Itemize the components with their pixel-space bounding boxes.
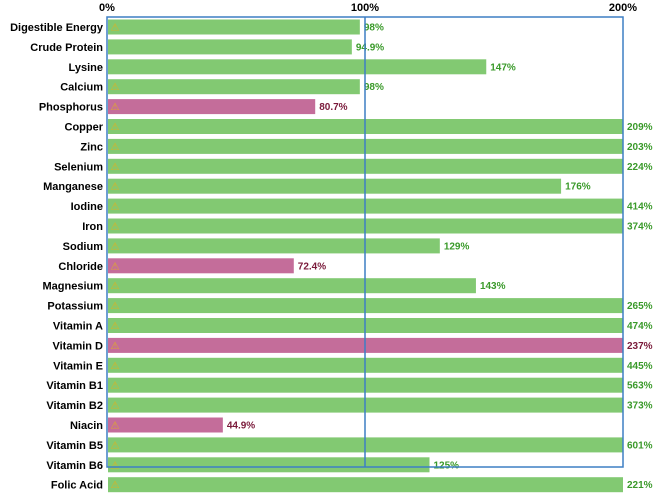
warning-icon: ⚠: [111, 261, 120, 272]
value-label-vitamin-e: 445%: [627, 361, 653, 372]
value-label-potassium: 265%: [627, 301, 653, 312]
category-label-vitamin-b5: Vitamin B5: [46, 440, 103, 452]
value-label-niacin: 44.9%: [227, 421, 255, 432]
warning-icon: ⚠: [111, 222, 120, 233]
warning-icon: ⚠: [111, 480, 120, 491]
x-tick-label: 200%: [609, 2, 637, 14]
value-label-vitamin-a: 474%: [627, 321, 653, 332]
category-label-vitamin-b1: Vitamin B1: [46, 380, 103, 392]
bar-calcium: [108, 79, 360, 95]
warning-icon: ⚠: [111, 202, 120, 213]
category-label-lysine: Lysine: [69, 62, 103, 74]
category-label-potassium: Potassium: [47, 301, 103, 313]
value-label-calcium: 98%: [364, 82, 384, 93]
value-label-copper: 209%: [627, 122, 653, 133]
category-label-niacin: Niacin: [70, 420, 103, 432]
warning-icon: ⚠: [111, 321, 120, 332]
warning-icon: ⚠: [111, 401, 120, 412]
warning-icon: ⚠: [111, 440, 120, 451]
warning-icon: ⚠: [111, 421, 120, 432]
bar-sodium: [108, 238, 440, 254]
category-label-sodium: Sodium: [63, 241, 104, 253]
value-label-vitamin-b5: 601%: [627, 440, 653, 451]
category-label-manganese: Manganese: [43, 181, 103, 193]
bar-magnesium: [108, 278, 476, 294]
category-label-iodine: Iodine: [71, 201, 103, 213]
value-label-magnesium: 143%: [480, 281, 506, 292]
category-label-vitamin-b2: Vitamin B2: [46, 400, 103, 412]
warning-icon: ⚠: [111, 23, 120, 34]
bar-phosphorus: [108, 99, 316, 115]
category-label-zinc: Zinc: [80, 141, 103, 153]
value-label-manganese: 176%: [565, 182, 591, 193]
warning-icon: ⚠: [111, 341, 120, 352]
value-label-iron: 374%: [627, 222, 653, 233]
value-label-selenium: 224%: [627, 162, 653, 173]
warning-icon: ⚠: [111, 122, 120, 133]
category-label-iron: Iron: [82, 221, 103, 233]
warning-icon: ⚠: [111, 182, 120, 193]
warning-icon: ⚠: [111, 82, 120, 93]
bar-crude-protein: [108, 39, 352, 55]
bar-niacin: [108, 417, 223, 433]
category-label-magnesium: Magnesium: [42, 281, 103, 293]
value-label-iodine: 414%: [627, 202, 653, 213]
value-label-phosphorus: 80.7%: [319, 102, 347, 113]
value-label-vitamin-b2: 373%: [627, 401, 653, 412]
bar-manganese: [108, 178, 562, 194]
value-label-vitamin-d: 237%: [627, 341, 653, 352]
category-label-vitamin-b6: Vitamin B6: [46, 460, 103, 472]
bar-lysine: [108, 59, 487, 75]
category-label-selenium: Selenium: [54, 161, 103, 173]
value-label-vitamin-b1: 563%: [627, 381, 653, 392]
value-label-digestible-energy: 98%: [364, 23, 384, 34]
category-label-folic-acid: Folic Acid: [51, 480, 103, 492]
x-tick-label: 100%: [351, 2, 379, 14]
warning-icon: ⚠: [111, 381, 120, 392]
value-label-lysine: 147%: [490, 62, 516, 73]
category-label-chloride: Chloride: [58, 261, 103, 273]
category-label-copper: Copper: [65, 122, 104, 134]
category-label-digestible-energy: Digestible Energy: [10, 22, 104, 34]
category-label-calcium: Calcium: [60, 82, 103, 94]
warning-icon: ⚠: [111, 281, 120, 292]
x-tick-label: 0%: [99, 2, 115, 14]
warning-icon: ⚠: [111, 142, 120, 153]
bar-chloride: [108, 258, 294, 274]
value-label-chloride: 72.4%: [298, 261, 326, 272]
value-label-sodium: 129%: [444, 241, 470, 252]
value-label-vitamin-b6: 125%: [434, 460, 460, 471]
category-label-vitamin-e: Vitamin E: [53, 360, 103, 372]
warning-icon: ⚠: [111, 361, 120, 372]
warning-icon: ⚠: [111, 162, 120, 173]
category-label-vitamin-d: Vitamin D: [52, 340, 103, 352]
value-label-folic-acid: 221%: [627, 480, 653, 491]
bar-folic-acid: [108, 477, 623, 493]
warning-icon: ⚠: [111, 301, 120, 312]
bar-vitamin-b6: [108, 457, 430, 473]
category-label-phosphorus: Phosphorus: [39, 102, 103, 114]
value-label-crude-protein: 94.9%: [356, 42, 384, 53]
category-label-vitamin-a: Vitamin A: [53, 321, 103, 333]
warning-icon: ⚠: [111, 460, 120, 471]
bar-digestible-energy: [108, 19, 360, 35]
warning-icon: ⚠: [111, 102, 120, 113]
warning-icon: ⚠: [111, 241, 120, 252]
category-label-crude-protein: Crude Protein: [30, 42, 103, 54]
value-label-zinc: 203%: [627, 142, 653, 153]
